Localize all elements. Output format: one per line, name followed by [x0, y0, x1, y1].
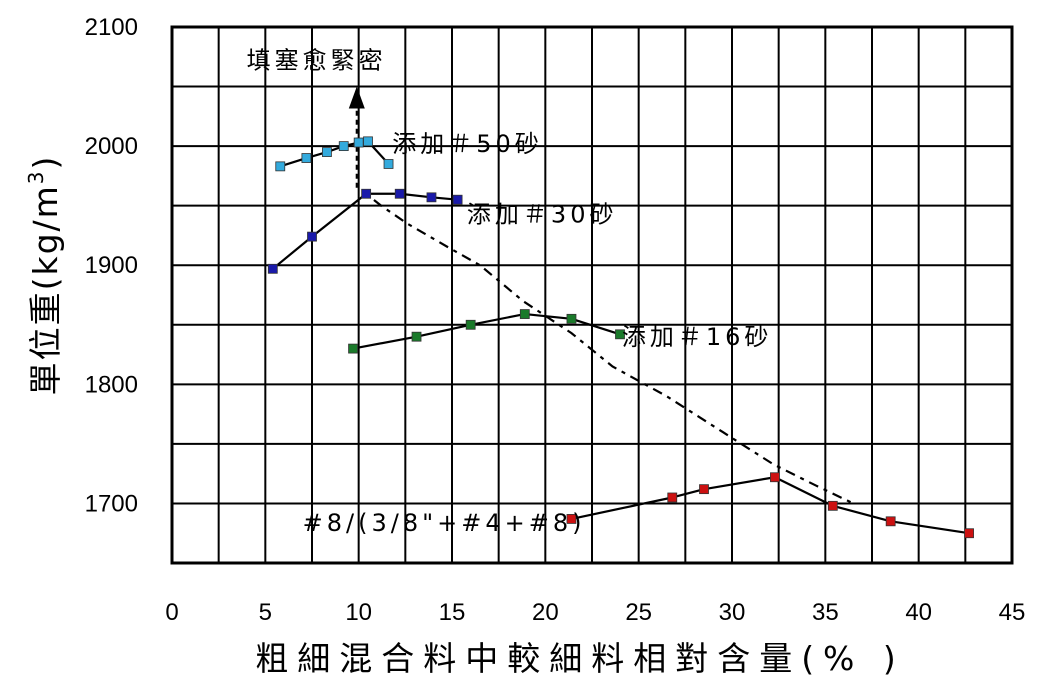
series-line [352, 312, 621, 350]
peak-trend-line [365, 192, 854, 505]
data-point [426, 192, 437, 203]
annotation-label: 填塞愈緊密 [247, 47, 387, 75]
x-tick-label: 35 [812, 599, 839, 626]
series-0 [275, 136, 394, 172]
annotation-label: 添加＃50砂 [392, 130, 543, 158]
y-axis-label-main: 單位重(kg/m [26, 184, 65, 395]
data-point [699, 484, 709, 495]
data-point [885, 516, 896, 527]
data-point [566, 514, 577, 524]
series-3 [566, 472, 974, 539]
series-1 [267, 188, 463, 274]
data-point [348, 343, 358, 354]
y-tick-label: 1900 [85, 252, 138, 279]
up-arrow-icon [348, 86, 365, 109]
data-point [566, 313, 577, 324]
data-point [353, 137, 364, 148]
svg-text:單位重(kg/m3): 單位重(kg/m3) [24, 155, 65, 396]
series-line [571, 476, 970, 535]
y-tick-label: 2000 [85, 133, 138, 160]
tick-labels: 0 5 10 15 20 25 30 35 40 45 1700 1800 1900 2000 2100 [85, 14, 1026, 626]
x-tick-label: 0 [165, 599, 178, 626]
x-tick-label: 20 [532, 599, 559, 626]
data-point [267, 263, 278, 274]
y-tick-label: 2100 [85, 14, 138, 41]
data-point [519, 309, 530, 319]
data-point [770, 472, 780, 483]
annotation-label: 添加＃16砂 [622, 323, 773, 351]
y-axis-label: 單位重(kg/m3) [24, 155, 65, 396]
data-point [383, 159, 394, 169]
y-axis-label-close: ) [26, 155, 65, 170]
y-tick-label: 1700 [85, 490, 138, 517]
data-point [338, 141, 349, 152]
annotation-label: 添加＃30砂 [467, 200, 618, 228]
data-point [964, 528, 974, 539]
data-point [275, 161, 286, 172]
grid [170, 25, 1014, 565]
data-point [465, 319, 476, 330]
data-point [615, 329, 625, 340]
x-tick-label: 30 [719, 599, 746, 626]
x-tick-label: 45 [999, 599, 1026, 626]
x-tick-label: 15 [439, 599, 466, 626]
x-tick-label: 25 [625, 599, 652, 626]
data-point [667, 492, 678, 503]
data-point [322, 147, 332, 157]
data-point [394, 188, 405, 199]
y-axis-label-superscript: 3 [24, 169, 48, 184]
data-point [827, 500, 838, 511]
annotation-label: #8/(3/8"+#4+#8) [303, 509, 586, 537]
data-point [301, 153, 312, 163]
x-tick-label: 5 [259, 599, 272, 626]
y-tick-label: 1800 [85, 371, 138, 398]
plot-frame [170, 25, 1014, 565]
data-point [307, 231, 317, 242]
x-tick-label: 10 [345, 599, 372, 626]
data-point [411, 331, 422, 342]
series-2 [348, 309, 625, 354]
data-point [363, 136, 373, 147]
series-layer [267, 136, 974, 539]
x-tick-label: 40 [905, 599, 932, 626]
data-point [452, 194, 463, 205]
data-point [361, 188, 372, 199]
x-axis-label: 粗細混合料中較細料相對含量(% ) [255, 639, 905, 678]
